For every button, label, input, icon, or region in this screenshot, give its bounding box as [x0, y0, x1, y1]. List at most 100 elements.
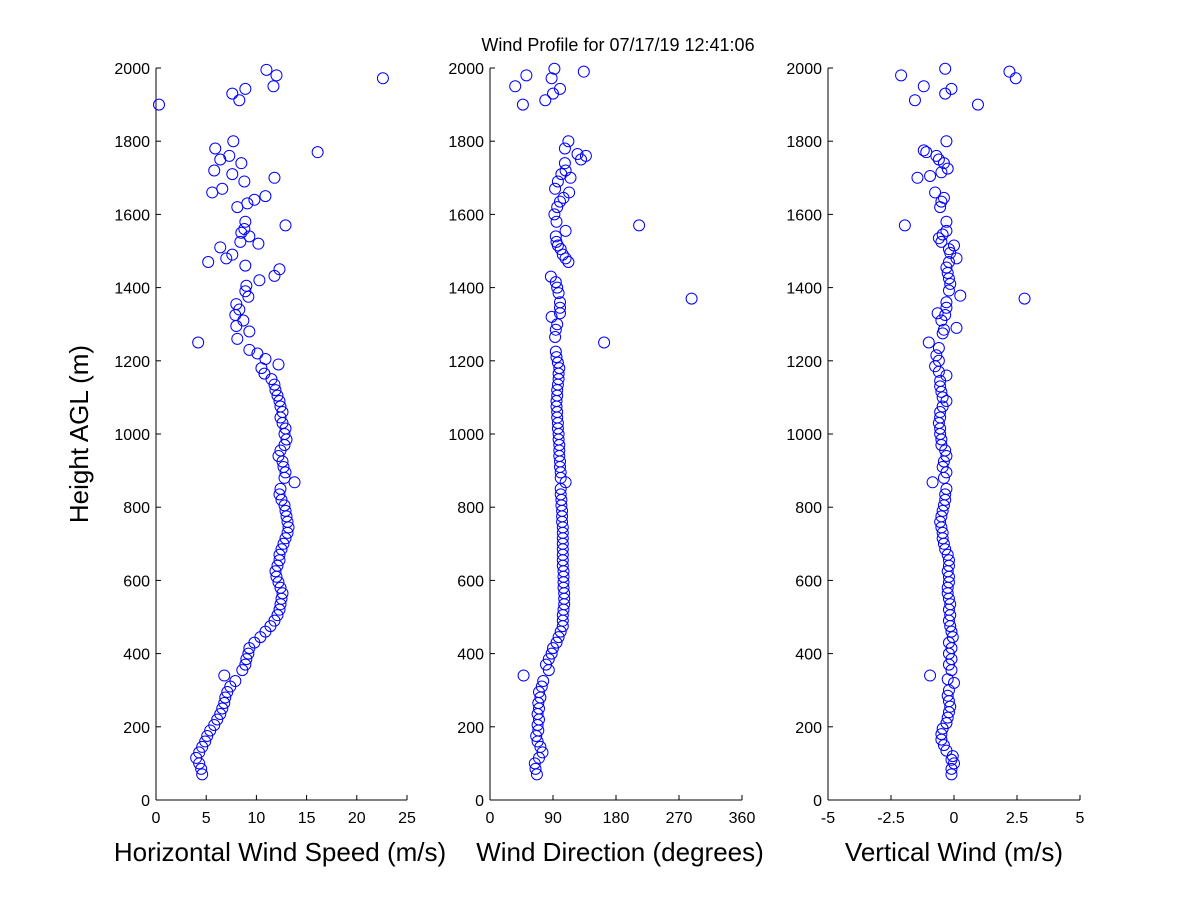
data-point [226, 168, 239, 181]
data-point [202, 255, 215, 268]
x-axis-label: Horizontal Wind Speed (m/s) [114, 837, 446, 867]
data-point [376, 72, 389, 85]
data-point [258, 367, 271, 380]
y-tick-label: 0 [813, 793, 822, 810]
data-point [940, 296, 953, 309]
data-point [558, 157, 571, 170]
y-tick-label: 1400 [448, 281, 484, 298]
y-tick-label: 600 [457, 573, 484, 590]
data-point [196, 740, 209, 753]
data-point [937, 191, 950, 204]
x-tick-label: 5 [202, 810, 211, 827]
y-tick-label: 1200 [786, 354, 822, 371]
y-tick-label: 2000 [114, 61, 150, 78]
y-tick-label: 1400 [786, 281, 822, 298]
data-point [231, 201, 244, 214]
data-point [193, 746, 206, 759]
data-point [563, 186, 576, 199]
data-point [195, 762, 208, 775]
data-point [279, 466, 292, 479]
data-point [556, 248, 569, 261]
data-point [311, 146, 324, 159]
data-point [229, 675, 242, 688]
data-point [548, 208, 561, 221]
data-point [241, 197, 254, 210]
data-point [272, 576, 285, 589]
panel-1: 0 200 400 600 800 1000 1200 1400 1600 1800 2000 0 5 1… [64, 61, 446, 867]
data-point [216, 702, 229, 715]
data-point [939, 543, 952, 556]
data-point [911, 171, 924, 184]
data-point [941, 711, 954, 724]
x-tick-label: 5 [1076, 810, 1085, 827]
data-point [935, 195, 948, 208]
data-point [936, 526, 949, 539]
data-point [926, 476, 939, 489]
data-point [551, 175, 564, 188]
data-point [940, 261, 953, 274]
data-point [935, 510, 948, 523]
data-point [934, 515, 947, 528]
data-point [935, 728, 948, 741]
y-tick-label: 1000 [114, 427, 150, 444]
y-tick-label: 1600 [114, 207, 150, 224]
data-point [559, 252, 572, 265]
data-point [550, 215, 563, 228]
data-point [218, 697, 231, 710]
data-point [239, 285, 252, 298]
y-tick-label: 800 [795, 500, 822, 517]
data-point [932, 354, 945, 367]
data-point [545, 647, 558, 660]
data-point [199, 735, 212, 748]
data-point [267, 80, 280, 93]
data-point [259, 190, 272, 203]
data-point [940, 224, 953, 237]
data-point [288, 476, 301, 489]
y-tick-label: 0 [141, 793, 150, 810]
data-point [942, 284, 955, 297]
data-point [276, 587, 289, 600]
data-point [520, 69, 533, 82]
data-point [942, 554, 955, 567]
data-point [235, 157, 248, 170]
x-tick-label: 360 [729, 810, 756, 827]
data-point [554, 488, 567, 501]
data-point [577, 65, 590, 78]
data-point [549, 323, 562, 336]
data-point [924, 169, 937, 182]
data-point [922, 336, 935, 349]
data-point [251, 347, 264, 360]
data-point [221, 686, 234, 699]
data-point [239, 215, 252, 228]
x-tick-label: -2.5 [877, 810, 905, 827]
data-point [273, 548, 286, 561]
y-tick-label: 400 [123, 647, 150, 664]
data-point [940, 449, 953, 462]
data-point [208, 164, 221, 177]
data-point [219, 691, 232, 704]
data-point [192, 336, 205, 349]
data-point [939, 62, 952, 75]
data-point [534, 740, 547, 753]
data-point [571, 148, 584, 161]
data-point [945, 625, 958, 638]
data-point [227, 135, 240, 148]
data-point [272, 449, 285, 462]
x-tick-label: 270 [666, 810, 693, 827]
data-point [554, 243, 567, 256]
y-tick-label: 1600 [448, 207, 484, 224]
data-point [190, 751, 203, 764]
data-point [208, 718, 221, 731]
data-point [550, 235, 563, 248]
data-point [279, 504, 292, 517]
data-point [545, 72, 558, 85]
panel-3: 0 200 400 600 800 1000 1200 1400 1600 1800 2000 -5 -… [786, 61, 1084, 867]
data-point [937, 739, 950, 752]
data-point [931, 307, 944, 320]
data-point [260, 63, 273, 76]
data-point [937, 323, 950, 336]
y-tick-label: 400 [795, 647, 822, 664]
data-point [558, 142, 571, 155]
data-point [243, 343, 256, 356]
